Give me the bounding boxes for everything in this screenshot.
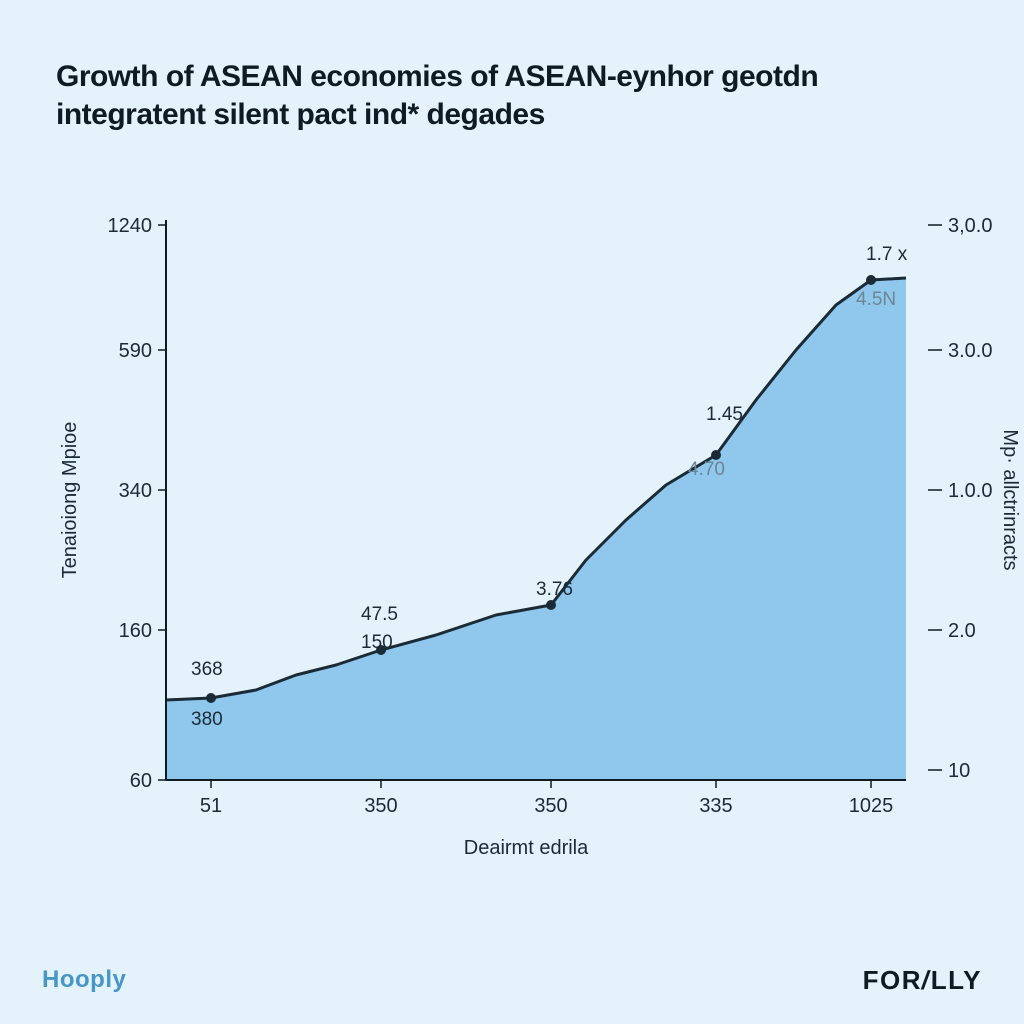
y-tick-label-right: 2.0 [948, 620, 976, 642]
area-chart: 368 380 47.5 150 3.76 1.45 4.70 1.7 x 4.5N 60 160 3… [56, 200, 976, 860]
x-tick-label: 1025 [849, 795, 894, 817]
point-label: 1.45 [706, 404, 743, 425]
point-label: 4.5N [856, 289, 896, 310]
y-tick-label: 160 [119, 620, 152, 642]
footer-brand-left: Hooply [42, 966, 126, 994]
y-tick-label-right: 3.0.0 [948, 340, 992, 362]
y-tick-label: 590 [119, 340, 152, 362]
x-tick-label: 350 [364, 795, 397, 817]
point-label: 150 [361, 632, 393, 653]
point-label: 47.5 [361, 604, 398, 625]
data-marker [866, 275, 876, 285]
y-tick-label-right: 1.0.0 [948, 480, 992, 502]
y-tick-label-right: 3,0.0 [948, 215, 992, 237]
x-tick-label: 335 [699, 795, 732, 817]
point-label: 368 [191, 659, 223, 680]
x-axis-title: Deairmt edrila [464, 837, 589, 859]
y-axis-title-left: Tenaioiong Mpioe [59, 422, 81, 579]
y-tick-label: 1240 [108, 215, 153, 237]
footer-brand-right: FOR/LLY [863, 965, 982, 996]
data-marker [546, 600, 556, 610]
y-tick-label: 340 [119, 480, 152, 502]
y-axis-title-right: Mp· allctrinracts [999, 429, 1021, 570]
y-tick-label: 60 [130, 770, 152, 792]
point-label: 1.7 x [866, 244, 908, 265]
point-label: 4.70 [688, 459, 725, 480]
point-label: 3.76 [536, 579, 573, 600]
chart-title: Growth of ASEAN economies of ASEAN-eynho… [56, 58, 936, 133]
data-marker [206, 693, 216, 703]
point-label: 380 [191, 709, 223, 730]
x-tick-label: 51 [200, 795, 222, 817]
y-tick-label-right: 10 [948, 760, 970, 782]
x-tick-label: 350 [534, 795, 567, 817]
chart-container: 368 380 47.5 150 3.76 1.45 4.70 1.7 x 4.5N 60 160 3… [56, 200, 976, 860]
